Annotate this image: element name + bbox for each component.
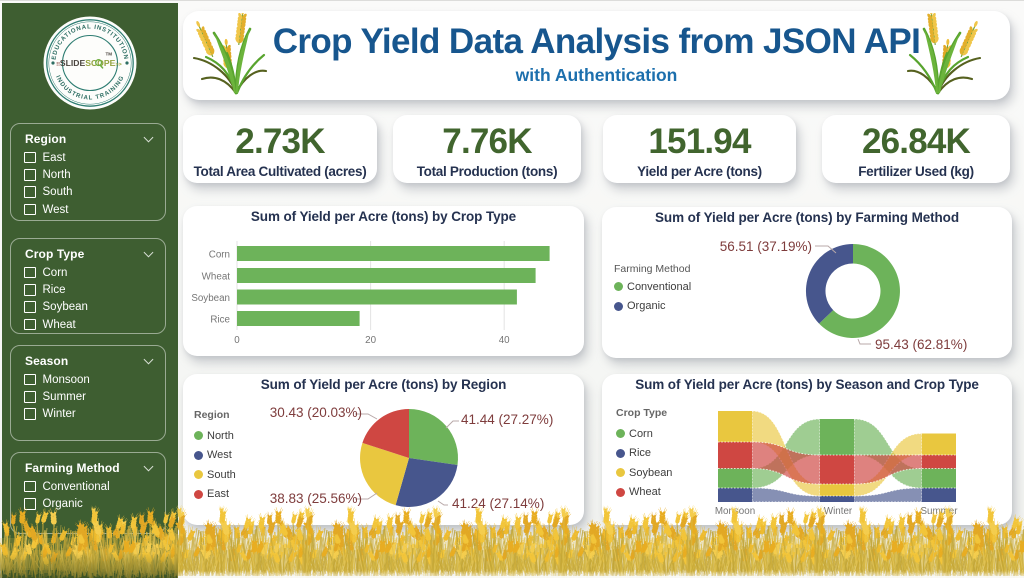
svg-text:TM: TM (106, 52, 113, 57)
svg-text:Wheat: Wheat (202, 272, 231, 283)
svg-text:Winter: Winter (824, 506, 853, 517)
svg-text:!!SLIDESCOPE>>: !!SLIDESCOPE>> (56, 58, 122, 68)
svg-text:Summer: Summer (920, 506, 958, 517)
svg-text:Soybean: Soybean (191, 293, 230, 304)
svg-text:Rice: Rice (210, 315, 230, 326)
svg-text:0: 0 (234, 335, 240, 346)
svg-text:Corn: Corn (209, 250, 230, 261)
svg-text:40: 40 (499, 335, 510, 346)
svg-text:20: 20 (365, 335, 376, 346)
